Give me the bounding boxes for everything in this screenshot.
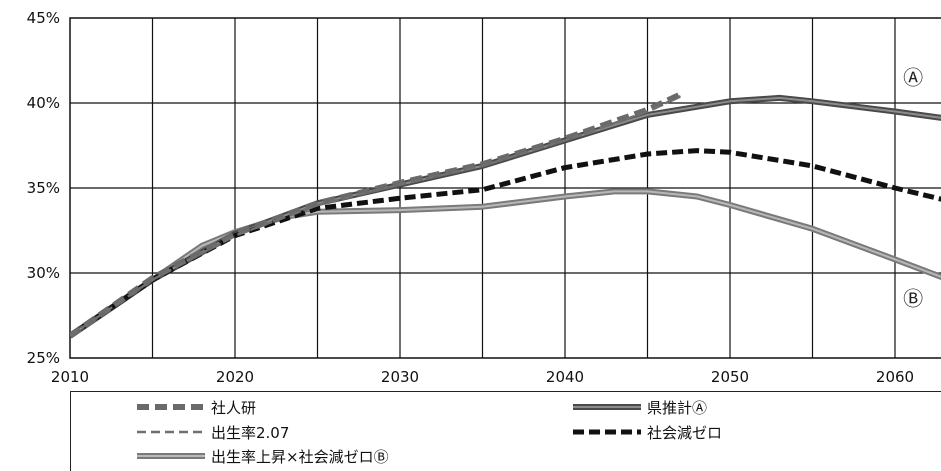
series-2	[70, 188, 941, 339]
y-tick-label: 25%	[27, 349, 60, 367]
legend-swatch-birthrate-rise-social-zero	[137, 453, 205, 459]
legend-swatch-shajinken	[137, 404, 205, 410]
series-line	[70, 188, 941, 339]
legend-swatch-ken-suikei	[573, 404, 641, 410]
grid	[69, 17, 941, 359]
series-line	[70, 94, 941, 339]
annotation-label: Ⓐ	[903, 65, 923, 89]
series-line	[70, 95, 682, 337]
legend-item-birthrate-rise-social-zero: 出生率上昇×社会減ゼロⒷ	[135, 445, 389, 467]
legend-label-shajinken: 社人研	[211, 398, 257, 417]
series-line	[70, 96, 941, 337]
y-tick-label: 30%	[27, 264, 60, 282]
y-tick-label: 45%	[27, 9, 60, 27]
legend-item-shajinken: 社人研	[135, 396, 256, 418]
y-axis-ticks: 25% 30% 35% 40% 45%	[27, 9, 60, 367]
annotations: ⒶⒷ	[903, 65, 923, 310]
x-tick-label: 2040	[546, 368, 584, 386]
y-tick-label: 35%	[27, 179, 60, 197]
x-tick-label: 2030	[381, 368, 419, 386]
x-tick-label: 2060	[876, 368, 914, 386]
legend: 社人研 県推計Ⓐ 出生率2.07 社会減ゼロ 出生率上昇×社会減ゼロⒷ	[70, 391, 941, 471]
legend-item-birthrate-207: 出生率2.07	[135, 421, 289, 443]
legend-swatch-birthrate-207	[137, 430, 205, 434]
legend-label-birthrate-207: 出生率2.07	[211, 423, 290, 442]
series-4	[70, 148, 941, 338]
x-tick-label: 2010	[51, 368, 89, 386]
legend-label-ken-suikei: 県推計Ⓐ	[647, 398, 708, 417]
x-tick-label: 2020	[216, 368, 254, 386]
series-line	[70, 190, 941, 337]
legend-item-social-decrease-zero: 社会減ゼロ	[571, 421, 722, 443]
series-line	[70, 91, 682, 339]
y-tick-label: 40%	[27, 94, 60, 112]
series-lines	[70, 91, 941, 339]
legend-item-ken-suikei: 県推計Ⓐ	[571, 396, 707, 418]
legend-label-social-decrease-zero: 社会減ゼロ	[647, 423, 723, 442]
legend-swatch-social-decrease-zero	[573, 429, 641, 435]
x-axis-ticks: 2010 2020 2030 2040 2050 2060	[51, 368, 914, 386]
line-chart: 25% 30% 35% 40% 45% 2010 2020 2030 2040 2050 2060…	[27, 9, 941, 386]
series-1	[70, 95, 682, 337]
series-0	[70, 91, 682, 339]
series-line	[70, 148, 941, 338]
x-tick-label: 2050	[711, 368, 749, 386]
series-3	[70, 94, 941, 339]
legend-label-birthrate-rise-social-zero: 出生率上昇×社会減ゼロⒷ	[211, 447, 389, 466]
annotation-label: Ⓑ	[903, 286, 923, 310]
